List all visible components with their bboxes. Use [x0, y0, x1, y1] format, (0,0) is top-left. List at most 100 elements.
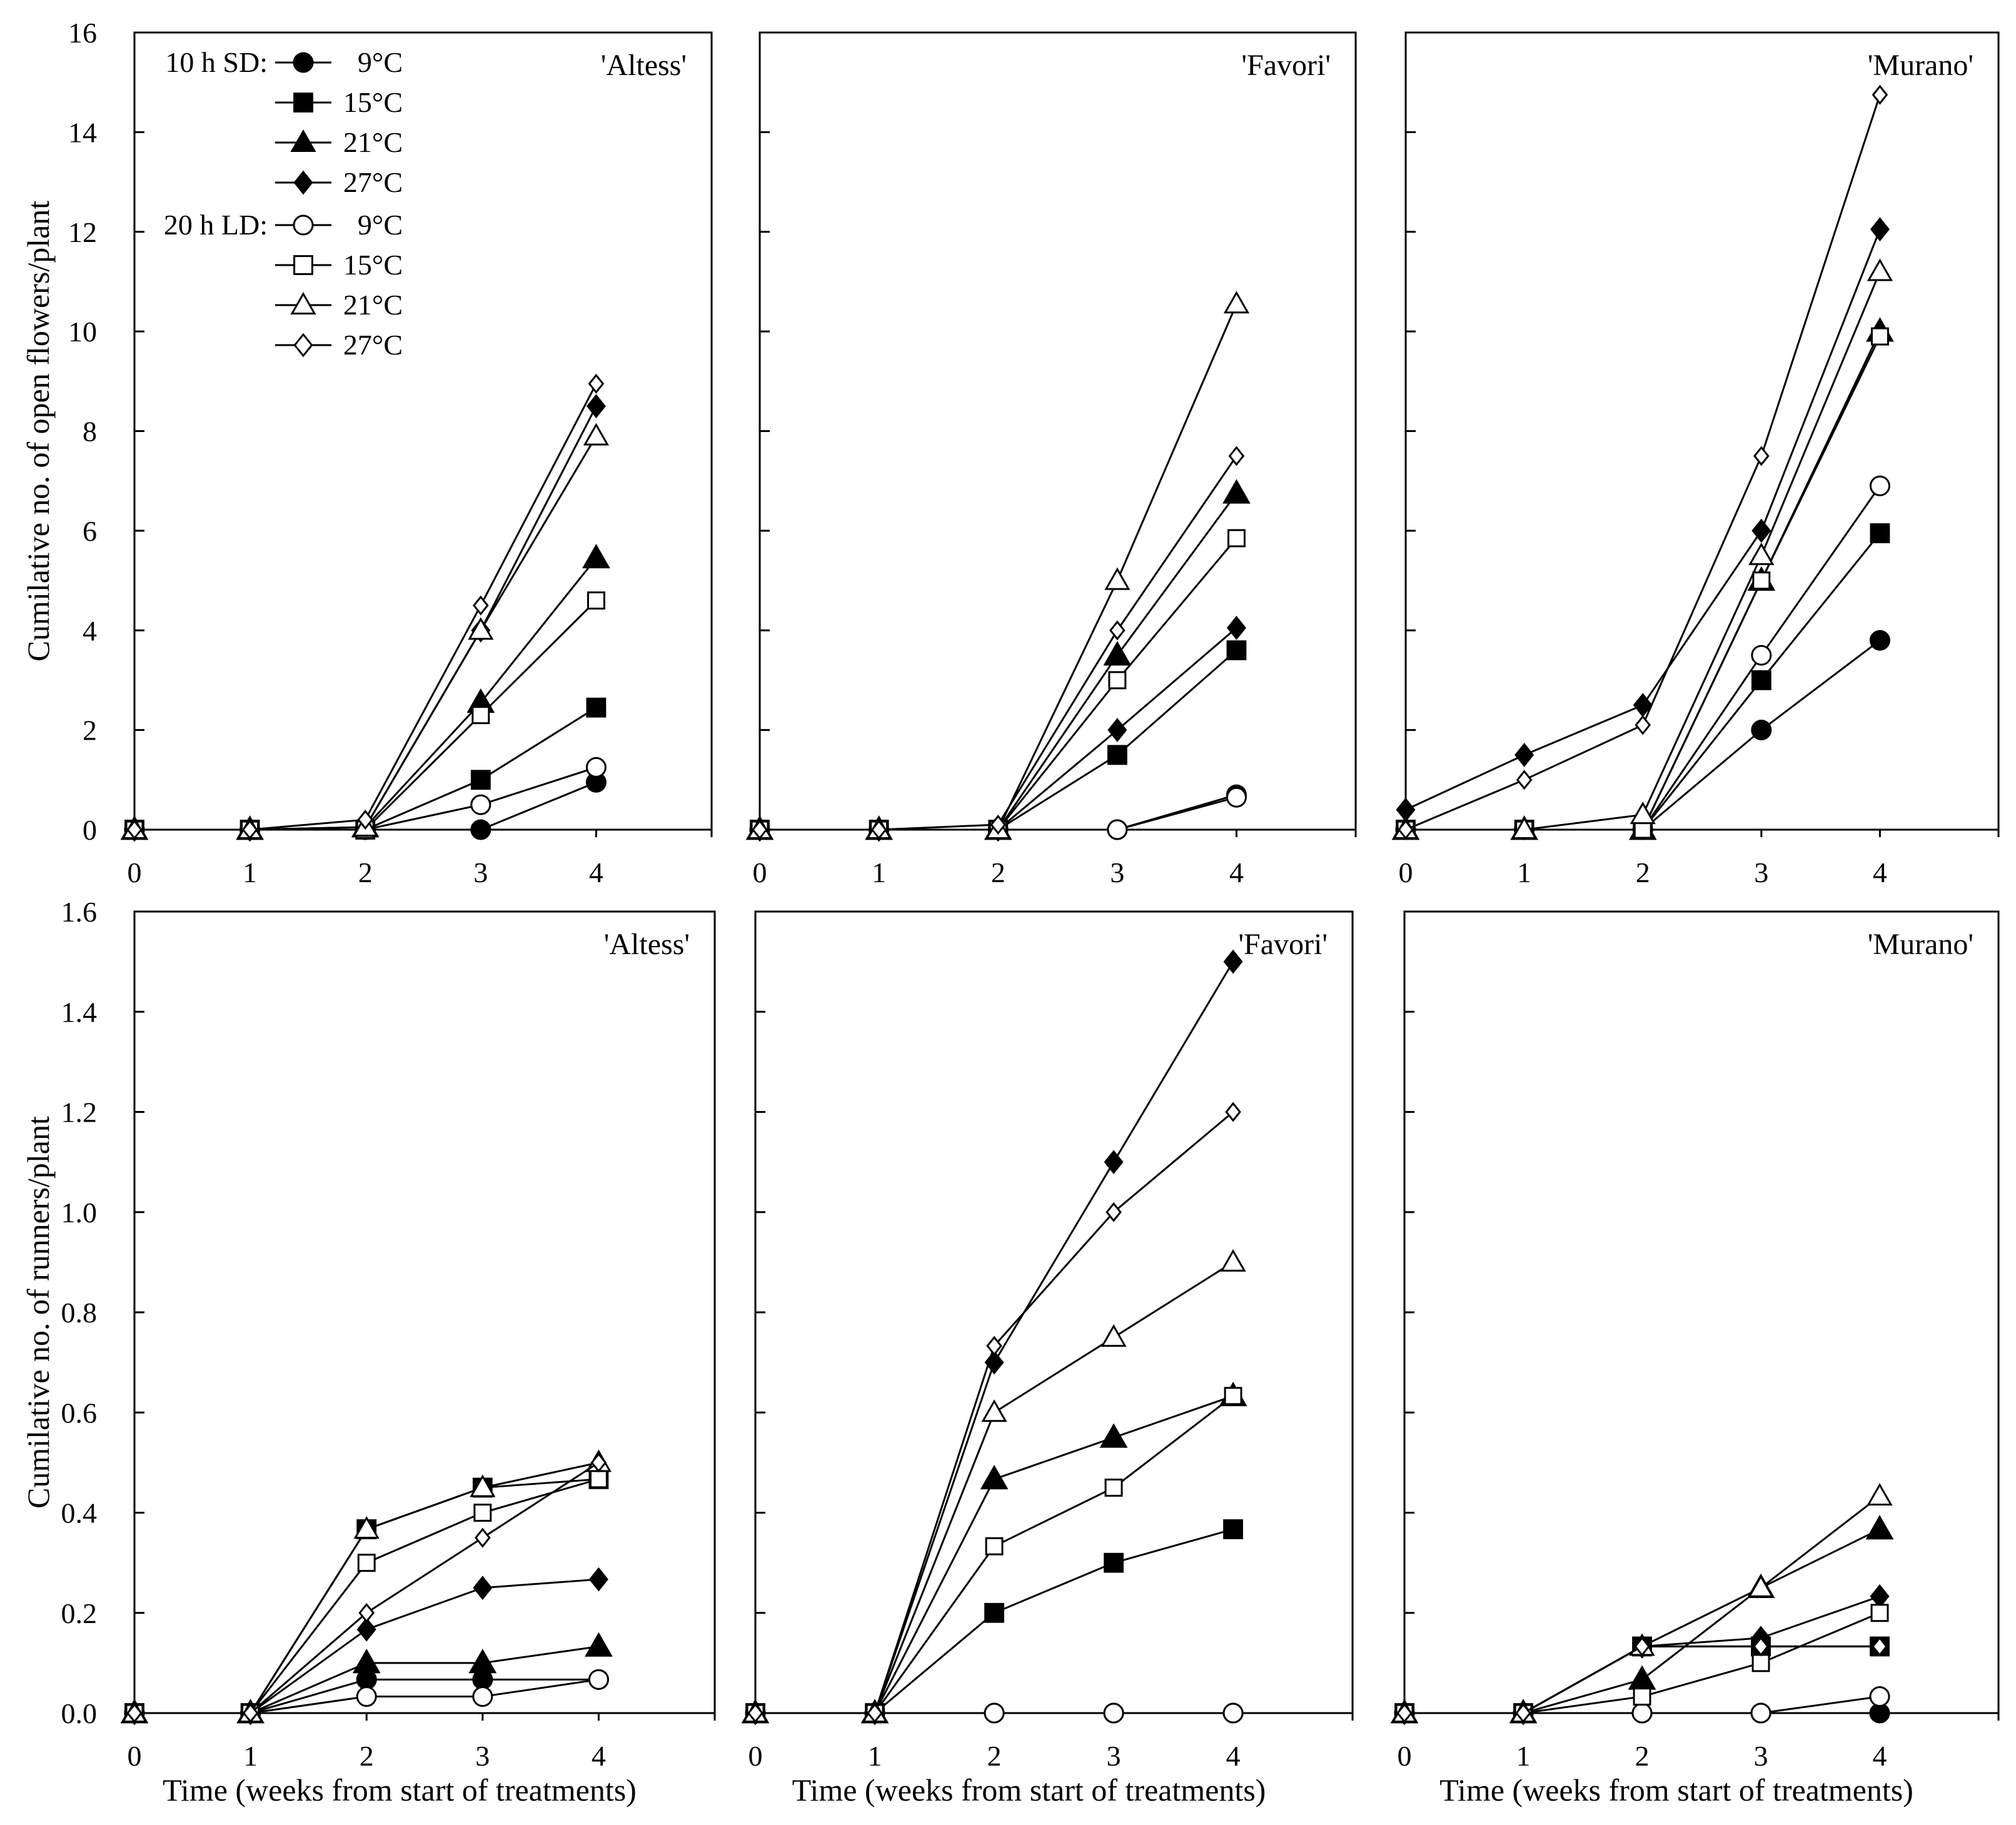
- data-point: [472, 595, 489, 616]
- data-point: [353, 1516, 380, 1539]
- legend-label: 21°C: [343, 289, 403, 321]
- data-point: [1751, 518, 1772, 543]
- plot-frame: [1404, 31, 2000, 831]
- x-axis-label: Time (weeks from start of treatments): [1439, 1772, 1913, 1807]
- series-7: [747, 291, 1249, 839]
- data-point: [1872, 1636, 1888, 1657]
- y-tick-label: 4: [83, 615, 97, 646]
- data-point: [1101, 1324, 1127, 1347]
- series-8: [126, 1452, 607, 1724]
- legend-marker: [293, 214, 314, 236]
- plot-frame: [759, 31, 1357, 831]
- data-point: [1515, 1702, 1531, 1724]
- series-8: [1396, 1636, 1888, 1724]
- data-point: [984, 1350, 1004, 1375]
- y-tick-label: 0.0: [61, 1697, 98, 1729]
- legend-label: 27°C: [343, 166, 403, 198]
- data-point: [470, 1474, 496, 1497]
- data-point: [586, 697, 607, 718]
- series-8: [752, 446, 1245, 840]
- data-point: [1631, 1702, 1653, 1724]
- legend-header-sd: 10 h SD:: [165, 46, 268, 78]
- x-tick-label: 4: [1229, 857, 1244, 888]
- data-point: [357, 1554, 376, 1572]
- legend-item: 9°C: [275, 46, 403, 78]
- data-point: [1226, 787, 1247, 808]
- x-tick-label: 4: [1873, 1740, 1887, 1772]
- legend-item: 9°C: [275, 209, 403, 241]
- data-point: [585, 757, 607, 778]
- data-point: [352, 1649, 381, 1674]
- panel-title: 'Murano': [1868, 49, 1973, 82]
- data-point: [1870, 327, 1889, 346]
- series-3: [1391, 317, 1894, 840]
- y-tick-label: 0: [83, 814, 97, 846]
- data-point: [585, 1632, 613, 1657]
- data-point: [357, 810, 374, 830]
- x-tick-label: 4: [589, 857, 603, 888]
- y-tick-label: 0.4: [61, 1497, 98, 1529]
- data-point: [358, 1602, 375, 1623]
- data-point: [1869, 475, 1890, 496]
- y-tick-label: 16: [68, 17, 97, 49]
- x-tick-label: 4: [1873, 857, 1887, 888]
- data-point: [1511, 816, 1538, 839]
- data-point: [1752, 571, 1771, 590]
- data-point: [1633, 1687, 1651, 1706]
- series-2: [750, 640, 1247, 840]
- series-6: [1396, 327, 1889, 839]
- chart-panel-6: 0 1 2 3 4 'Murano' Time (weeks from start of t…: [1390, 910, 2000, 1807]
- data-point: [1106, 1202, 1122, 1222]
- x-tick-label: 2: [1635, 1740, 1650, 1772]
- legend-item: 15°C: [275, 86, 403, 118]
- panel-title: 'Favori': [1241, 49, 1331, 82]
- data-point: [1753, 446, 1770, 466]
- y-tick-label: 1.2: [61, 1097, 98, 1129]
- x-tick-label: 2: [1636, 857, 1650, 888]
- y-tick-label: 8: [83, 416, 97, 448]
- data-point: [1226, 640, 1247, 661]
- data-point: [980, 1464, 1009, 1490]
- legend-marker: [293, 52, 314, 73]
- series-6: [1395, 1604, 1889, 1722]
- series-line: [1406, 532, 1881, 831]
- data-point: [473, 1576, 493, 1601]
- data-point: [1226, 615, 1246, 640]
- plot-frame: [1403, 910, 2000, 1714]
- data-point: [1870, 523, 1890, 543]
- data-point: [1222, 479, 1251, 504]
- series-line: [134, 405, 597, 831]
- data-point: [1107, 819, 1128, 840]
- x-tick-label: 3: [1110, 857, 1124, 888]
- panel-title: 'Murano': [1868, 928, 1973, 961]
- legend-marker: [290, 291, 316, 314]
- series-line: [134, 383, 597, 831]
- data-point: [1634, 1636, 1650, 1657]
- series-3: [120, 543, 610, 840]
- legend-marker: [290, 129, 316, 152]
- data-point: [1228, 446, 1245, 466]
- series-8: [1398, 84, 1888, 840]
- data-point: [356, 1686, 377, 1707]
- x-tick-label: 3: [1754, 1740, 1768, 1772]
- y-tick-label: 12: [68, 216, 97, 248]
- data-point: [468, 1649, 497, 1674]
- data-point: [126, 819, 143, 840]
- data-point: [588, 373, 605, 394]
- data-point: [1751, 1654, 1770, 1672]
- series-7: [1393, 258, 1893, 839]
- series-5: [1395, 475, 1890, 840]
- data-point: [867, 1702, 883, 1724]
- plot-frame: [133, 910, 716, 1714]
- legend: 10 h SD: 20 h LD: 9°C 15°C 21°C 27°C 9°C 15°C…: [164, 46, 403, 361]
- data-point: [1104, 1150, 1124, 1175]
- data-point: [1753, 1636, 1769, 1657]
- y-tick-label: 10: [68, 316, 97, 348]
- x-tick-label: 3: [475, 1740, 490, 1772]
- series-line: [760, 649, 1237, 831]
- legend-item: 21°C: [275, 126, 403, 158]
- data-point: [1751, 645, 1772, 666]
- data-point: [1396, 1702, 1413, 1724]
